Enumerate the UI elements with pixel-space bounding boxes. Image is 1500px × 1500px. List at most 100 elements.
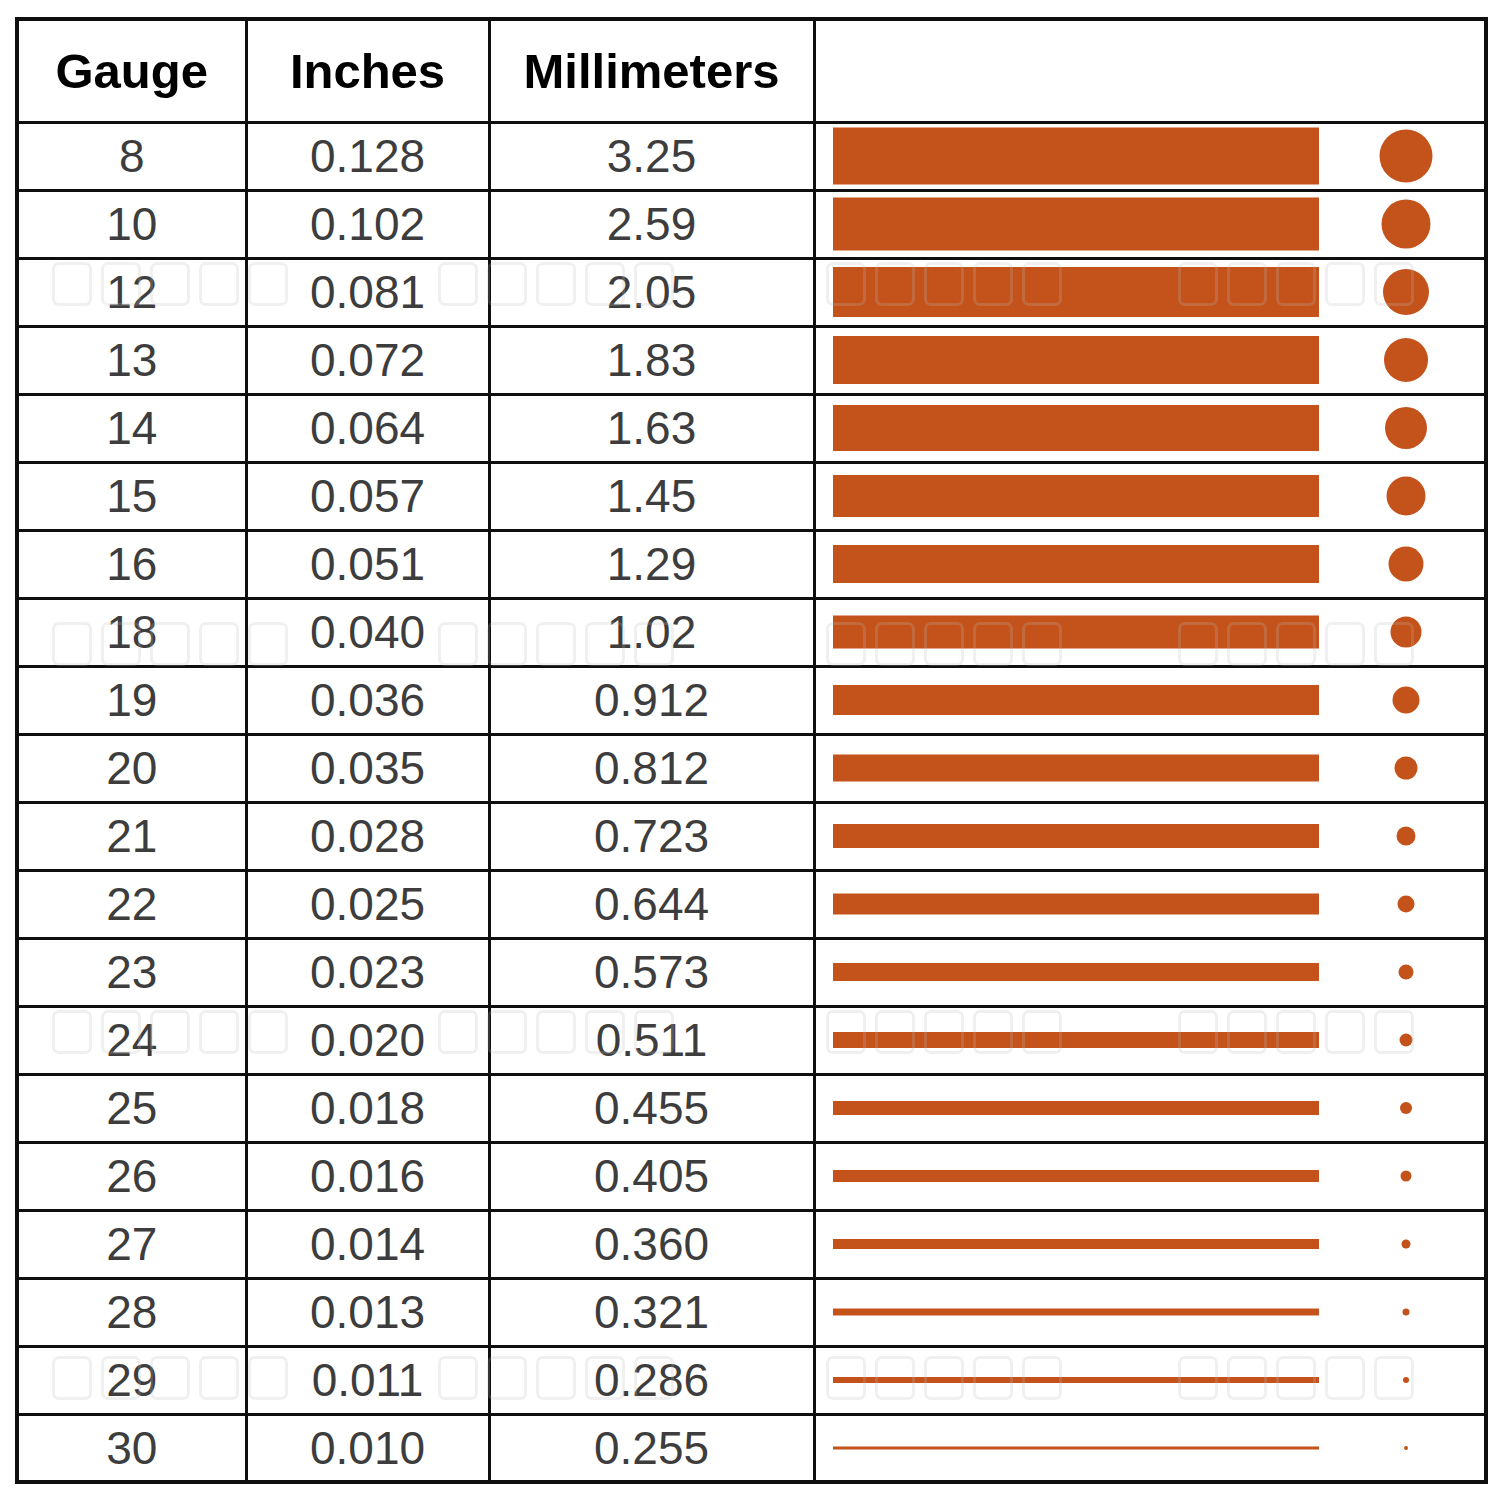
col-header-millimeters: Millimeters (489, 19, 814, 122)
table-row: 270.0140.360 (17, 1210, 1486, 1278)
cell-millimeters: 1.63 (489, 394, 814, 462)
cell-gauge: 25 (17, 1074, 246, 1142)
wire-thickness-bar (833, 475, 1319, 517)
wire-thickness-dot (1381, 200, 1430, 249)
table-row: 100.1022.59 (17, 190, 1486, 258)
cell-gauge: 10 (17, 190, 246, 258)
cell-millimeters: 0.573 (489, 938, 814, 1006)
table-body: 80.1283.25100.1022.59120.0812.05130.0721… (17, 122, 1486, 1482)
cell-millimeters: 0.255 (489, 1414, 814, 1482)
cell-gauge: 30 (17, 1414, 246, 1482)
wire-thickness-bar (833, 128, 1319, 185)
cell-visual (814, 1210, 1486, 1278)
cell-inches: 0.036 (246, 666, 489, 734)
cell-visual (814, 1278, 1486, 1346)
cell-gauge: 8 (17, 122, 246, 190)
table-row: 130.0721.83 (17, 326, 1486, 394)
cell-millimeters: 2.59 (489, 190, 814, 258)
table-row: 200.0350.812 (17, 734, 1486, 802)
wire-thickness-bar (833, 267, 1319, 317)
cell-inches: 0.018 (246, 1074, 489, 1142)
wire-thickness-dot (1388, 547, 1423, 582)
wire-thickness-bar (833, 824, 1319, 848)
wire-thickness-dot (1404, 1446, 1408, 1450)
cell-gauge: 27 (17, 1210, 246, 1278)
wire-thickness-bar (833, 1446, 1319, 1449)
cell-visual (814, 734, 1486, 802)
table-row: 150.0571.45 (17, 462, 1486, 530)
wire-thickness-dot (1394, 757, 1417, 780)
cell-gauge: 28 (17, 1278, 246, 1346)
cell-inches: 0.025 (246, 870, 489, 938)
cell-millimeters: 0.812 (489, 734, 814, 802)
cell-inches: 0.010 (246, 1414, 489, 1482)
cell-inches: 0.051 (246, 530, 489, 598)
cell-inches: 0.040 (246, 598, 489, 666)
cell-millimeters: 0.286 (489, 1346, 814, 1414)
cell-inches: 0.016 (246, 1142, 489, 1210)
table-row: 280.0130.321 (17, 1278, 1486, 1346)
table-row: 210.0280.723 (17, 802, 1486, 870)
cell-gauge: 14 (17, 394, 246, 462)
cell-inches: 0.081 (246, 258, 489, 326)
table-row: 80.1283.25 (17, 122, 1486, 190)
table-row: 300.0100.255 (17, 1414, 1486, 1482)
wire-thickness-dot (1401, 1240, 1410, 1249)
cell-visual (814, 666, 1486, 734)
cell-visual (814, 598, 1486, 666)
cell-millimeters: 1.02 (489, 598, 814, 666)
cell-millimeters: 0.511 (489, 1006, 814, 1074)
cell-millimeters: 0.321 (489, 1278, 814, 1346)
wire-thickness-bar (833, 336, 1319, 384)
col-header-inches: Inches (246, 19, 489, 122)
cell-millimeters: 3.25 (489, 122, 814, 190)
cell-millimeters: 1.45 (489, 462, 814, 530)
table-row: 190.0360.912 (17, 666, 1486, 734)
col-header-gauge: Gauge (17, 19, 246, 122)
cell-visual (814, 1074, 1486, 1142)
table-row: 290.0110.286 (17, 1346, 1486, 1414)
cell-visual (814, 190, 1486, 258)
cell-gauge: 21 (17, 802, 246, 870)
table-row: 230.0230.573 (17, 938, 1486, 1006)
wire-thickness-bar (833, 1377, 1319, 1383)
wire-thickness-bar (833, 198, 1319, 251)
cell-inches: 0.072 (246, 326, 489, 394)
cell-gauge: 23 (17, 938, 246, 1006)
cell-gauge: 18 (17, 598, 246, 666)
cell-millimeters: 0.912 (489, 666, 814, 734)
wire-thickness-bar (833, 685, 1319, 715)
cell-visual (814, 870, 1486, 938)
wire-thickness-dot (1379, 130, 1432, 183)
wire-thickness-bar (833, 963, 1319, 981)
cell-millimeters: 0.644 (489, 870, 814, 938)
cell-inches: 0.013 (246, 1278, 489, 1346)
wire-gauge-chart: Gauge Inches Millimeters 80.1283.25100.1… (0, 0, 1500, 1500)
cell-visual (814, 394, 1486, 462)
cell-millimeters: 2.05 (489, 258, 814, 326)
cell-visual (814, 938, 1486, 1006)
table-row: 260.0160.405 (17, 1142, 1486, 1210)
wire-thickness-dot (1390, 617, 1421, 648)
table-row: 160.0511.29 (17, 530, 1486, 598)
wire-thickness-bar (833, 755, 1319, 782)
cell-gauge: 16 (17, 530, 246, 598)
table-row: 240.0200.511 (17, 1006, 1486, 1074)
cell-inches: 0.014 (246, 1210, 489, 1278)
wire-thickness-bar (833, 1101, 1319, 1115)
cell-inches: 0.128 (246, 122, 489, 190)
cell-inches: 0.102 (246, 190, 489, 258)
table-row: 250.0180.455 (17, 1074, 1486, 1142)
cell-inches: 0.020 (246, 1006, 489, 1074)
cell-millimeters: 1.83 (489, 326, 814, 394)
wire-thickness-bar (833, 405, 1319, 451)
cell-visual (814, 1414, 1486, 1482)
cell-gauge: 26 (17, 1142, 246, 1210)
wire-thickness-dot (1398, 965, 1413, 980)
cell-inches: 0.023 (246, 938, 489, 1006)
cell-millimeters: 0.723 (489, 802, 814, 870)
wire-thickness-bar (833, 1032, 1319, 1048)
cell-millimeters: 1.29 (489, 530, 814, 598)
wire-thickness-dot (1384, 338, 1428, 382)
cell-visual (814, 326, 1486, 394)
